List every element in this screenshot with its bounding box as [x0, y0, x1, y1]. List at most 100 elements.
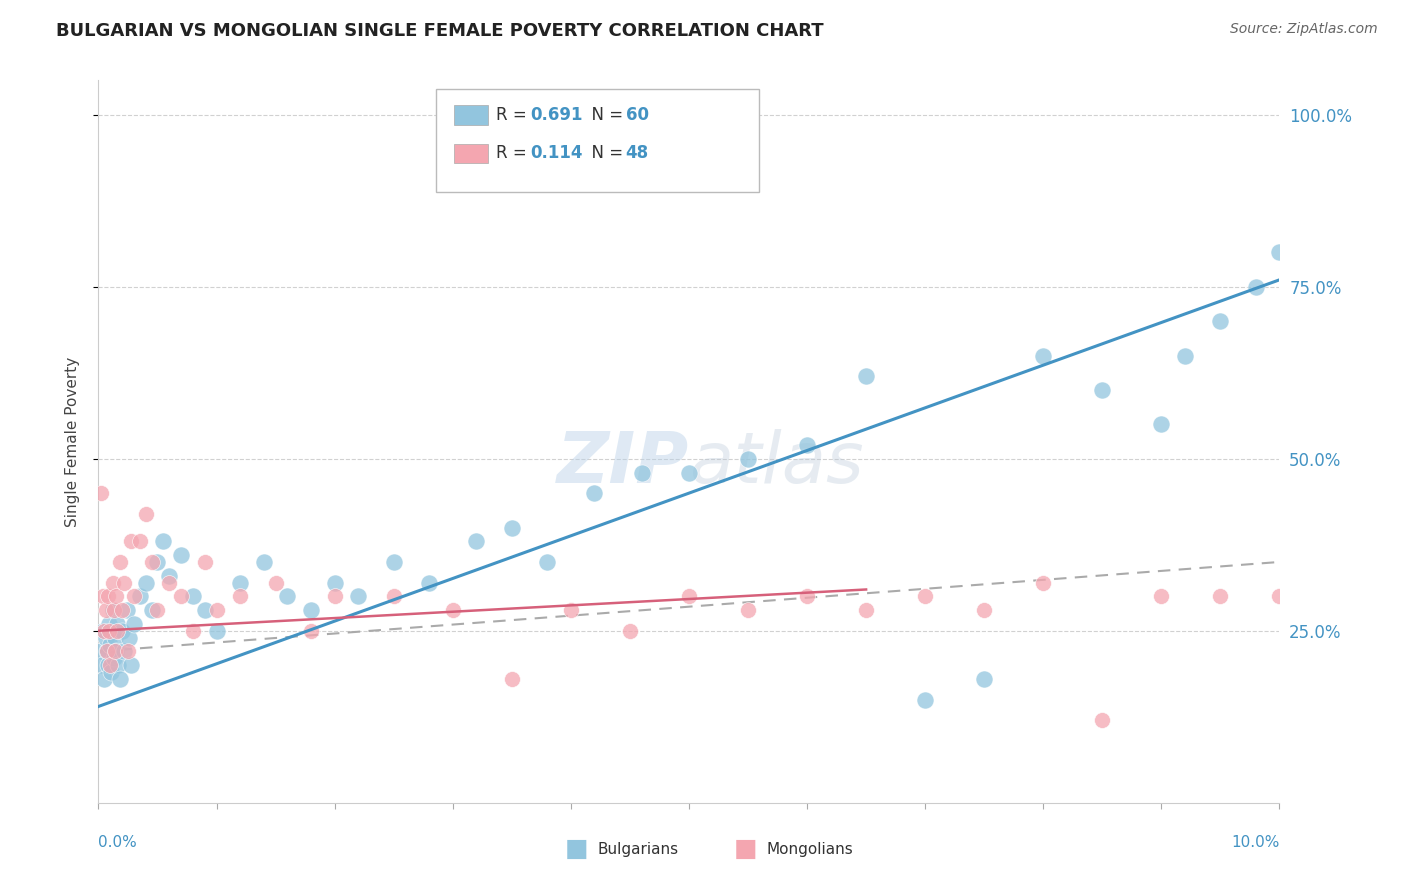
Point [157, 568, 180, 582]
Point [111, 624, 134, 638]
Point [98, 658, 121, 673]
Point [135, 507, 157, 521]
Point [1032, 575, 1054, 590]
Point [299, 624, 322, 638]
Point [1150, 417, 1173, 432]
Text: 0.114: 0.114 [530, 144, 582, 161]
Point [973, 672, 995, 686]
Text: R =: R = [496, 144, 533, 161]
Point [141, 555, 163, 569]
Point [1292, 108, 1315, 122]
Point [299, 603, 322, 617]
Point [101, 575, 124, 590]
Point [111, 603, 134, 617]
Point [117, 644, 139, 658]
Point [93, 672, 115, 686]
Text: ■: ■ [734, 838, 756, 861]
Point [128, 590, 150, 604]
Text: Bulgarians: Bulgarians [598, 842, 679, 856]
Point [1244, 279, 1267, 293]
Point [135, 575, 157, 590]
Point [98, 616, 121, 631]
Point [152, 534, 174, 549]
Point [94, 603, 117, 617]
Point [90, 644, 112, 658]
Point [678, 466, 700, 480]
Point [91, 590, 114, 604]
Point [108, 672, 131, 686]
Text: ZIP: ZIP [557, 429, 689, 498]
Point [205, 603, 228, 617]
Point [914, 590, 936, 604]
Point [96, 644, 118, 658]
Text: 0.0%: 0.0% [98, 836, 138, 850]
Point [1209, 314, 1232, 328]
Point [501, 520, 523, 534]
Point [170, 548, 193, 562]
Point [194, 603, 217, 617]
Point [181, 590, 204, 604]
Point [146, 555, 169, 569]
Point [105, 590, 128, 604]
Point [91, 624, 114, 638]
Point [229, 590, 252, 604]
Point [1032, 349, 1054, 363]
Text: 10.0%: 10.0% [1232, 836, 1279, 850]
Point [93, 624, 115, 638]
Point [101, 603, 124, 617]
Point [796, 438, 818, 452]
Text: ■: ■ [565, 838, 588, 861]
Point [536, 555, 558, 569]
Point [115, 603, 138, 617]
Point [141, 603, 163, 617]
Point [98, 638, 121, 652]
Point [112, 644, 135, 658]
Point [1268, 590, 1291, 604]
Point [323, 590, 346, 604]
Point [1174, 349, 1197, 363]
Point [122, 590, 145, 604]
Point [583, 486, 606, 500]
Point [205, 624, 228, 638]
Text: N =: N = [581, 106, 628, 124]
Point [619, 624, 641, 638]
Point [501, 672, 523, 686]
Point [855, 603, 877, 617]
Point [418, 575, 440, 590]
Point [560, 603, 582, 617]
Text: Source: ZipAtlas.com: Source: ZipAtlas.com [1230, 22, 1378, 37]
Point [103, 603, 125, 617]
Point [94, 631, 117, 645]
Point [737, 451, 759, 466]
Text: N =: N = [581, 144, 628, 161]
Point [105, 644, 128, 658]
Point [96, 644, 118, 658]
Text: R =: R = [496, 106, 533, 124]
Point [323, 575, 346, 590]
Point [229, 575, 252, 590]
Point [105, 616, 128, 631]
Point [90, 486, 112, 500]
Text: Mongolians: Mongolians [766, 842, 853, 856]
Point [100, 665, 122, 679]
Point [347, 590, 370, 604]
Point [253, 555, 276, 569]
Point [1150, 590, 1173, 604]
Point [382, 590, 405, 604]
Point [91, 658, 114, 673]
Point [264, 575, 287, 590]
Point [105, 624, 128, 638]
Point [1209, 590, 1232, 604]
Text: 48: 48 [626, 144, 648, 161]
Point [97, 658, 120, 673]
Point [194, 555, 217, 569]
Point [630, 466, 652, 480]
Point [157, 575, 180, 590]
Point [104, 644, 127, 658]
Point [146, 603, 169, 617]
Y-axis label: Single Female Poverty: Single Female Poverty [65, 357, 80, 526]
Text: atlas: atlas [689, 429, 863, 498]
Point [103, 651, 125, 665]
Point [122, 616, 145, 631]
Point [465, 534, 488, 549]
